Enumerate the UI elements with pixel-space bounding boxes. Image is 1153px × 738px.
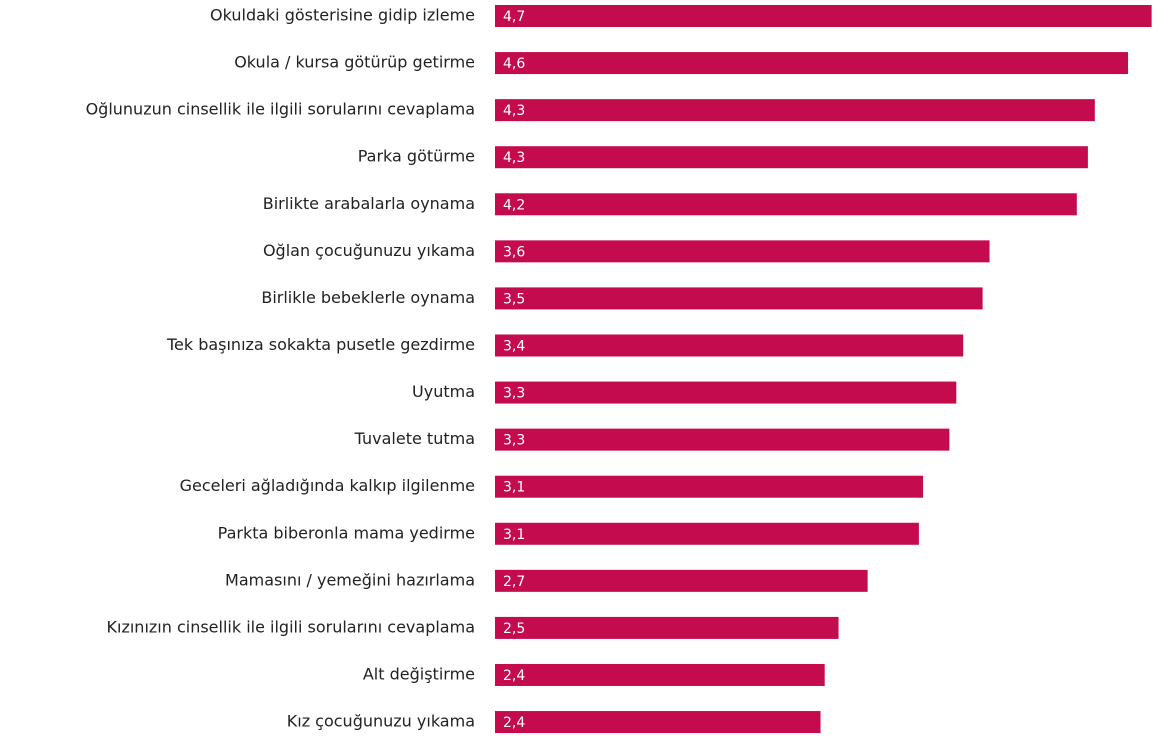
bar — [495, 428, 950, 451]
value-label: 4,2 — [503, 197, 525, 213]
bar — [495, 287, 983, 310]
bar — [495, 522, 919, 545]
bar — [495, 5, 1152, 27]
value-label: 3,4 — [503, 338, 525, 354]
category-label: Birlikte arabalarla oynama — [263, 194, 475, 213]
value-label: 2,7 — [503, 574, 525, 590]
value-label: 3,3 — [503, 433, 525, 449]
category-label: Okula / kursa götürüp getirme — [234, 53, 475, 72]
value-label: 2,5 — [503, 621, 525, 637]
value-label: 4,6 — [503, 56, 525, 72]
value-label: 2,4 — [503, 668, 525, 684]
value-label: 3,5 — [503, 291, 525, 307]
bar — [495, 240, 990, 263]
bar — [495, 475, 924, 498]
category-label: Parkta biberonla mama yedirme — [218, 523, 475, 542]
category-label: Tek başınıza sokakta pusetle gezdirme — [166, 335, 475, 354]
category-label: Oğlan çocuğunuzu yıkama — [263, 241, 475, 260]
bar — [495, 146, 1088, 169]
category-label: Oğlunuzun cinsellik ile ilgili soruların… — [86, 100, 475, 119]
bar — [495, 711, 821, 734]
category-label: Uyutma — [412, 382, 475, 401]
value-label: 4,3 — [503, 150, 525, 166]
category-label: Geceleri ağladığında kalkıp ilgilenme — [180, 476, 475, 495]
category-label: Kız çocuğunuzu yıkama — [287, 712, 475, 731]
category-label: Okuldaki gösterisine gidip izleme — [210, 6, 475, 25]
bar — [495, 569, 868, 592]
value-label: 3,1 — [503, 527, 525, 543]
bar — [495, 334, 964, 357]
value-label: 2,4 — [503, 715, 525, 731]
bar — [495, 663, 825, 686]
bar — [495, 193, 1077, 216]
bar — [495, 99, 1095, 122]
value-label: 3,3 — [503, 386, 525, 402]
category-label: Birlikle bebeklerle oynama — [261, 288, 475, 307]
category-label: Mamasını / yemeğini hazırlama — [225, 570, 475, 589]
value-label: 3,1 — [503, 480, 525, 496]
value-label: 4,3 — [503, 103, 525, 119]
value-label: 4,7 — [503, 9, 525, 25]
category-label: Alt değiştirme — [363, 664, 475, 683]
category-label: Parka götürme — [358, 147, 475, 166]
bar — [495, 52, 1129, 75]
bar — [495, 616, 839, 639]
bar — [495, 381, 957, 404]
value-label: 3,6 — [503, 244, 525, 260]
category-label: Tuvalete tutma — [354, 429, 475, 448]
category-label: Kızınızın cinsellik ile ilgili soruların… — [107, 617, 475, 636]
